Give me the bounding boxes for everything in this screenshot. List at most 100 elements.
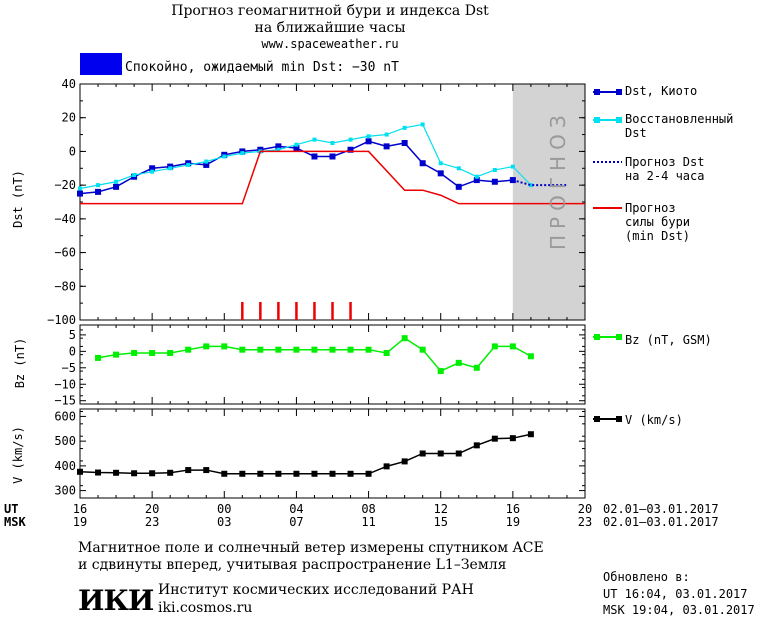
v-point: [293, 470, 300, 477]
v-point: [347, 470, 354, 477]
dst-kyoto-point: [113, 183, 120, 190]
bz-point: [203, 343, 210, 350]
v-axis-label: V (km/s): [11, 426, 25, 484]
y-tick-label: 5: [69, 328, 76, 342]
dst-kyoto-point: [455, 183, 462, 190]
v-point: [95, 469, 102, 476]
v-point: [437, 450, 444, 457]
footer-note-line2: и сдвинуты вперед, учитывая распростране…: [78, 557, 507, 573]
bz-point: [257, 346, 264, 353]
dst-restored-point: [186, 162, 191, 167]
ut-date-range: 02.01–03.01.2017: [603, 502, 719, 516]
updated-msk: MSK 19:04, 03.01.2017: [603, 603, 755, 617]
legend-swatch-dst-kyoto-marker: [616, 89, 622, 95]
msk-tick-label: 15: [433, 515, 448, 529]
v-series-line: [79, 433, 532, 475]
dst-restored-point: [366, 134, 371, 139]
bz-point: [221, 343, 228, 350]
bz-point: [455, 359, 462, 366]
dst-kyoto-point: [419, 160, 426, 167]
dst-kyoto-point: [437, 170, 444, 177]
y-tick-label: 300: [54, 484, 76, 498]
v-point: [239, 470, 246, 477]
chart-title-line1: Прогноз геомагнитной бури и индекса Dst: [171, 3, 489, 19]
y-tick-label: 0: [69, 344, 76, 358]
bz-point: [149, 349, 156, 356]
msk-tick-label: 19: [505, 515, 521, 529]
dst-restored-point: [204, 159, 209, 164]
source-url[interactable]: www.spaceweather.ru: [261, 37, 399, 51]
y-tick-label: 500: [54, 434, 76, 448]
legend-swatch-dst-restored-marker: [616, 117, 622, 123]
legend-dst-forecast: Прогноз Dst на 2-4 часа: [625, 155, 705, 183]
legend-swatch-bz-marker: [594, 334, 600, 340]
v-point: [257, 470, 264, 477]
msk-tick-label: 23: [577, 515, 593, 529]
v-point: [149, 470, 156, 477]
panel-frame-1: [79, 83, 586, 321]
y-tick-label: −80: [54, 279, 76, 293]
dst-kyoto-point: [95, 188, 102, 195]
ut-tick-label: 20: [144, 502, 160, 516]
forecast-zone-label: ПРОГНОЗ: [546, 109, 570, 250]
dst-restored-point: [96, 183, 101, 188]
msk-date-range: 02.01–03.01.2017: [603, 515, 719, 529]
legend-storm-forecast: Прогноз силы бури (min Dst): [625, 201, 691, 243]
v-point: [473, 442, 480, 449]
legend-swatch-v-marker: [594, 416, 600, 422]
dst-kyoto-point: [203, 161, 210, 168]
dst-restored-point: [438, 161, 443, 166]
dst-kyoto-point: [473, 177, 480, 184]
v-point: [275, 470, 282, 477]
bz-point: [311, 346, 318, 353]
iki-logo[interactable]: ИКИ: [78, 584, 154, 617]
dst-restored-point: [420, 122, 425, 127]
bz-point: [473, 364, 480, 371]
dst-restored-point: [330, 141, 335, 145]
legend-bz: Bz (nT, GSM): [625, 333, 712, 347]
y-tick-label: −20: [54, 178, 76, 192]
bz-point: [509, 343, 516, 350]
ut-label: UT: [4, 502, 19, 516]
bz-point: [275, 346, 282, 353]
bz-axis-label: Bz (nT): [13, 337, 27, 389]
dst-restored-point: [492, 167, 497, 172]
ut-tick-label: 04: [289, 502, 304, 516]
dst-restored-point: [132, 173, 137, 178]
legend-dst-kyoto: Dst, Киото: [625, 84, 698, 98]
v-point: [221, 470, 228, 477]
dst-kyoto-point: [293, 145, 300, 152]
bz-point: [401, 335, 408, 342]
bz-point: [131, 349, 138, 356]
bz-point: [383, 349, 390, 356]
institute-site[interactable]: iki.cosmos.ru: [158, 600, 253, 616]
dst-restored-point: [114, 179, 119, 184]
msk-tick-label: 23: [144, 515, 160, 529]
ut-tick-label: 20: [577, 502, 593, 516]
status-swatch: [80, 53, 122, 75]
dst-restored-point: [222, 154, 227, 159]
forecast-region-shade: [512, 84, 585, 320]
chart-title-line2: на ближайшие часы: [254, 20, 406, 36]
bz-point: [113, 351, 120, 358]
v-point: [329, 470, 336, 477]
y-tick-label: −5: [62, 361, 76, 375]
msk-label: MSK: [4, 515, 26, 529]
dst-restored-point: [402, 125, 407, 130]
legend-swatch-bz-marker: [616, 334, 622, 340]
dst-restored-point: [456, 166, 461, 171]
dst-restored-point: [168, 166, 173, 171]
dst-restored-point: [384, 132, 389, 137]
legend-swatch-dst-kyoto-marker: [594, 89, 600, 95]
bz-point: [239, 346, 246, 353]
bz-point: [419, 346, 426, 353]
dst-restored-point: [348, 137, 353, 142]
y-tick-label: 40: [62, 77, 76, 91]
msk-tick-label: 19: [72, 515, 88, 529]
legend-dst-restored: Восстановленный Dst: [625, 112, 734, 140]
dst-kyoto-point: [491, 178, 498, 185]
v-point: [419, 450, 426, 457]
ut-tick-label: 16: [72, 502, 88, 516]
dst-kyoto-point: [383, 143, 390, 150]
dst-kyoto-point: [347, 146, 354, 153]
